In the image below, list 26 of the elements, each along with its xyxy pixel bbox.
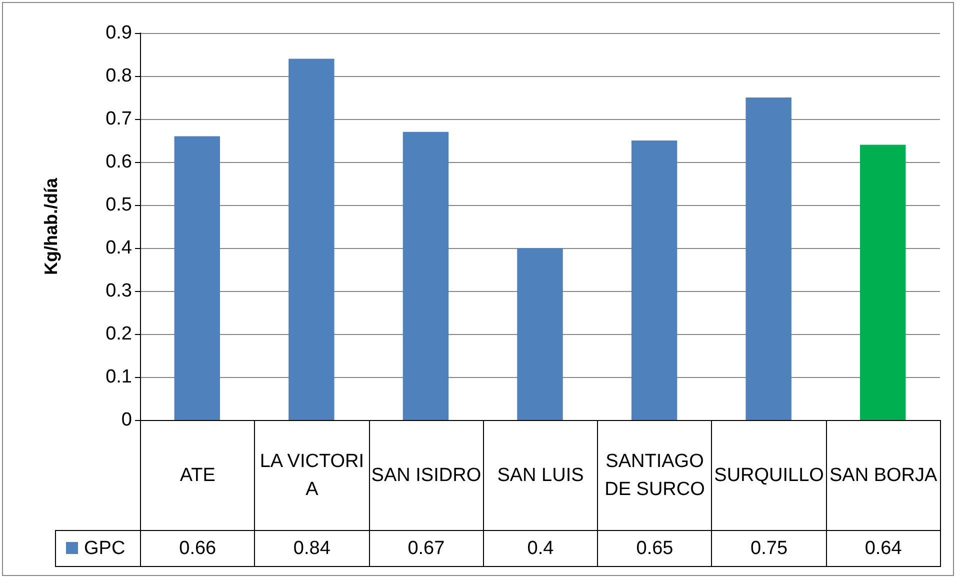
y-tick-label: 0.3 [106,280,132,302]
y-tick-label: 0.8 [106,66,132,86]
data-label: 0.84 [254,530,370,566]
x-tick-label: SAN ISIDRO [369,420,484,530]
data-label: 0.67 [369,530,484,566]
y-tick-label: 0 [121,410,132,430]
y-tick-label: 0.7 [106,108,132,130]
x-tick-label: SANTIAGO DE SURCO [598,420,712,530]
legend-label: GPC [56,530,140,566]
y-tick-label: 0.1 [106,366,132,388]
data-label: 0.66 [140,530,255,566]
data-label: 0.64 [826,530,940,566]
x-tick-label: SAN BORJA [826,420,940,530]
x-tick-label: LA VICTORIA [254,420,370,530]
y-tick-label: 0.2 [106,324,132,344]
data-label: 0.4 [483,530,598,566]
x-tick-label: SURQUILLO [712,420,826,530]
y-tick-label: 0.9 [106,22,132,44]
data-label: 0.75 [712,530,826,566]
y-tick-label: 0.6 [106,152,132,172]
y-axis-title: Kg/hab./día [41,177,61,276]
x-tick-label: ATE [140,420,255,530]
data-label: 0.65 [598,530,712,566]
y-tick-label: 0.5 [106,194,132,216]
x-tick-label: SAN LUIS [483,420,598,530]
y-tick-label: 0.4 [106,238,132,258]
